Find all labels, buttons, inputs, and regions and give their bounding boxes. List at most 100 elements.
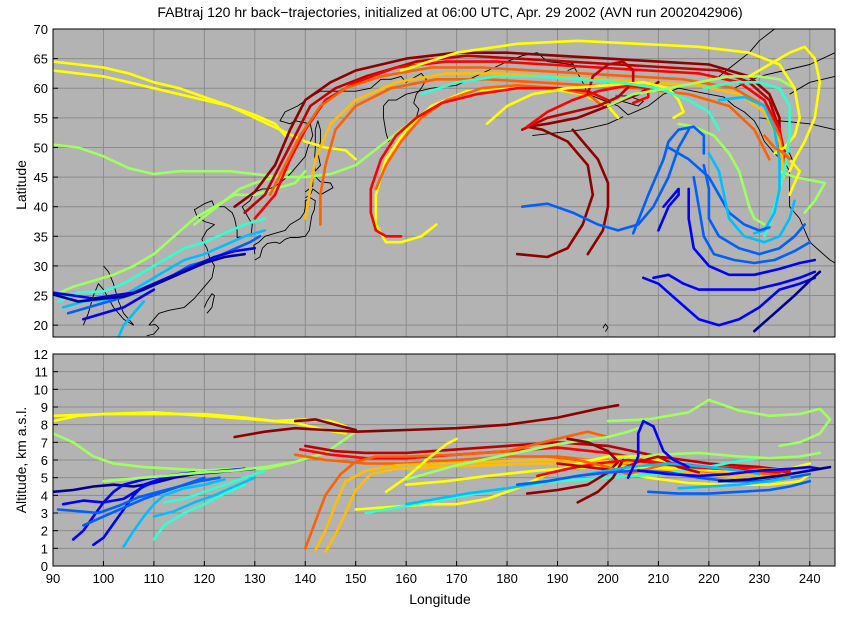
map-trajectory-17 [319, 78, 771, 226]
xtick-label: 210 [648, 571, 670, 586]
coastline [146, 324, 160, 337]
xtick-label: 230 [748, 571, 770, 586]
map-trajectory-8 [53, 252, 246, 303]
xtick-label: 180 [496, 571, 518, 586]
coastline [253, 197, 316, 261]
altitude-trajectory-22 [556, 455, 701, 474]
map-panel: 20 25 30 35 40 45 50 55 60 65 70 Latitude [13, 22, 836, 338]
coastline [615, 95, 644, 107]
coastline [203, 293, 215, 314]
chart-title: FABtraj 120 hr back−trajectories, initia… [157, 4, 742, 20]
map-ytick-label: 60 [34, 81, 48, 96]
map-trajectories [53, 39, 827, 337]
map-trajectory-22 [571, 128, 610, 256]
altitude-trajectory-18 [616, 451, 822, 462]
xtick-label: 130 [244, 571, 266, 586]
xtick-label: 100 [93, 571, 115, 586]
map-trajectory-27 [606, 75, 796, 108]
map-trajectory-37 [657, 187, 680, 232]
map-trajectory-33 [717, 95, 781, 235]
altitude-ytick-label: 7 [41, 435, 48, 450]
altitude-trajectory-19 [525, 437, 620, 495]
altitude-y-axis-label: Altitude, km a.s.l. [13, 407, 29, 514]
altitude-trajectory-17 [606, 398, 832, 448]
map-trajectory-2 [53, 104, 438, 179]
map-trajectory-26 [420, 75, 721, 131]
map-ytick-label: 50 [34, 140, 48, 155]
xtick-label: 220 [698, 571, 720, 586]
map-ytick-label: 25 [34, 289, 48, 304]
map-ytick-label: 40 [34, 200, 48, 215]
map-trajectory-41 [687, 187, 817, 277]
map-ytick-label: 70 [34, 22, 48, 37]
map-trajectory-12 [233, 51, 781, 208]
map-trajectory-31 [778, 169, 827, 214]
map-trajectory-38 [707, 152, 796, 244]
map-coastlines [82, 28, 836, 337]
altitude-ytick-label: 5 [41, 471, 48, 486]
xtick-label: 240 [799, 571, 821, 586]
xtick-label: 160 [395, 571, 417, 586]
map-trajectory-10 [117, 300, 146, 337]
xtick-label: 200 [597, 571, 619, 586]
altitude-ytick-label: 11 [35, 365, 49, 380]
altitude-ytick-label: 6 [41, 453, 48, 468]
xtick-label: 190 [547, 571, 569, 586]
altitude-ytick-label: 10 [34, 382, 48, 397]
altitude-trajectory-34 [92, 476, 166, 547]
altitude-trajectory-37 [122, 478, 226, 548]
altitude-trajectory-15 [364, 456, 761, 515]
map-trajectory-36 [520, 128, 690, 232]
altitude-trajectory-4 [293, 418, 357, 432]
altitude-trajectory-26 [626, 419, 690, 479]
altitude-x-ticks: 90 100 110 120 130 140 150 160 170 180 190 200 210 22… [46, 561, 821, 586]
coastline [82, 283, 134, 326]
altitude-trajectory-41 [102, 462, 287, 483]
map-ytick-label: 45 [34, 170, 48, 185]
coastline [789, 75, 836, 95]
altitude-ytick-label: 3 [41, 506, 48, 521]
map-trajectory-15 [268, 66, 786, 197]
map-trajectory-35 [631, 125, 706, 235]
xtick-label: 90 [46, 571, 60, 586]
altitude-trajectory-39 [162, 469, 267, 504]
xtick-label: 170 [446, 571, 468, 586]
altitude-trajectory-27 [636, 465, 822, 478]
map-trajectory-0 [53, 69, 287, 137]
altitude-trajectory-16 [404, 426, 640, 481]
xtick-label: 140 [294, 571, 316, 586]
xtick-label: 110 [144, 571, 165, 586]
altitude-trajectory-40 [152, 483, 246, 541]
map-trajectory-7 [53, 246, 257, 300]
map-trajectory-4 [56, 217, 267, 303]
coastline [406, 52, 836, 264]
map-ytick-label: 35 [34, 229, 48, 244]
map-trajectory-46 [763, 134, 791, 161]
xtick-label: 120 [194, 571, 216, 586]
map-trajectory-45 [788, 158, 801, 197]
coastline [148, 72, 427, 326]
map-trajectory-43 [642, 276, 817, 327]
altitude-ytick-label: 12 [34, 347, 48, 362]
map-trajectory-9 [82, 288, 156, 321]
map-ytick-label: 20 [34, 318, 48, 333]
map-trajectory-14 [253, 60, 786, 220]
altitude-ytick-label: 1 [41, 541, 48, 556]
altitude-trajectory-8 [304, 430, 610, 550]
map-trajectory-18 [374, 86, 620, 244]
altitude-trajectory-3 [233, 403, 620, 439]
map-ytick-label: 65 [34, 52, 48, 67]
xtick-label: 150 [345, 571, 367, 586]
map-y-ticks: 20 25 30 35 40 45 50 55 60 65 70 [34, 22, 58, 333]
map-trajectory-39 [702, 163, 806, 256]
map-trajectory-30 [747, 45, 822, 173]
altitude-trajectory-28 [717, 465, 832, 483]
map-trajectory-42 [652, 270, 817, 291]
altitude-trajectory-12 [384, 437, 458, 494]
map-trajectory-24 [525, 84, 650, 128]
map-panel-frame [52, 28, 836, 338]
